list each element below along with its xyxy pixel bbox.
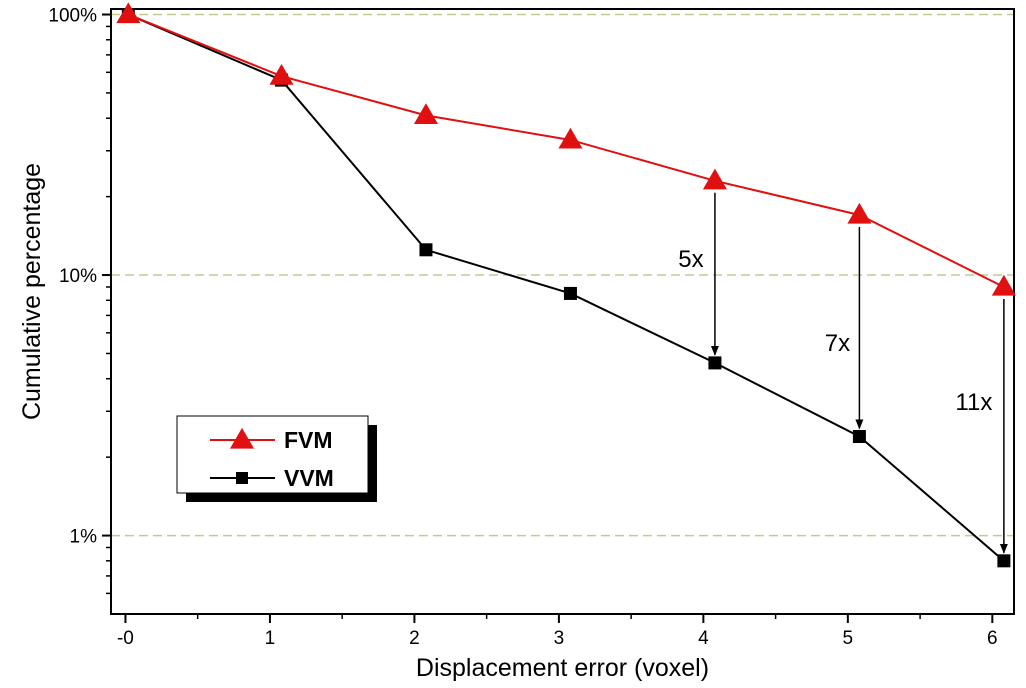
data-point-vvm-6: [997, 554, 1011, 568]
y-axis-title: Cumulative percentage: [18, 163, 46, 420]
x-tick-label-1: 1: [265, 628, 276, 649]
y-tick-label-0: 1%: [70, 527, 98, 548]
series-fvm: [116, 2, 1016, 296]
legend-label-fvm: FVM: [284, 427, 333, 453]
annotation-label-0: 5x: [678, 246, 703, 273]
data-point-vvm-5: [852, 430, 866, 444]
data-point-vvm-4: [708, 356, 722, 370]
x-axis-title: Displacement error (voxel): [416, 654, 709, 682]
legend-marker-vvm: [236, 472, 248, 484]
annotation-layer: 5x 7x 11x: [678, 192, 1008, 554]
gridlines: [111, 13, 1014, 537]
data-point-fvm-0: [116, 2, 141, 24]
data-point-vvm-2: [419, 243, 433, 257]
plot-frame: [110, 8, 1015, 615]
data-point-fvm-4: [702, 168, 727, 190]
legend-marker-fvm: [229, 427, 255, 449]
axis-ticks: -0 1 2 3 4 5 6 1% 10% 100%: [48, 6, 997, 649]
x-tick-label-2: 2: [409, 628, 420, 649]
data-point-fvm-3: [558, 127, 583, 149]
y-tick-label-2: 100%: [48, 6, 97, 27]
x-tick-label-0: -0: [117, 628, 134, 649]
annotation-label-1: 7x: [825, 330, 850, 357]
legend-box: [176, 415, 369, 494]
legend-label-vvm: VVM: [284, 465, 334, 491]
annotation-label-2: 11x: [955, 389, 992, 416]
x-tick-label-5: 5: [843, 628, 854, 649]
data-point-fvm-1: [269, 63, 294, 85]
legend: FVM VVM: [176, 415, 377, 502]
data-point-vvm-3: [563, 286, 577, 300]
x-tick-label-6: 6: [987, 628, 998, 649]
series-layer: [116, 2, 1016, 568]
series-line-fvm: [127, 13, 1005, 288]
data-point-fvm-2: [413, 103, 438, 125]
data-point-fvm-5: [847, 202, 872, 224]
data-point-fvm-6: [991, 274, 1016, 296]
x-tick-label-3: 3: [554, 628, 565, 649]
x-tick-label-4: 4: [698, 628, 709, 649]
y-tick-label-1: 10%: [59, 266, 97, 287]
